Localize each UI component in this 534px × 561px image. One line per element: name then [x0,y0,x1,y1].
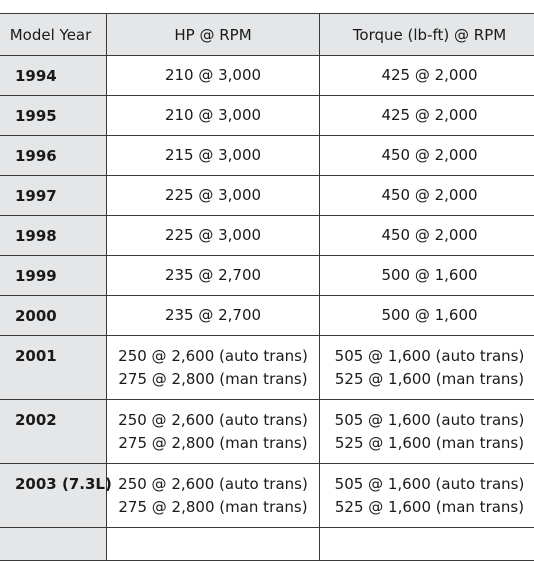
header-model-year: Model Year [0,14,107,56]
torque-rpm-cell: 505 @ 1,600 (auto trans)525 @ 1,600 (man… [320,336,534,400]
hp-rpm-cell: 210 @ 3,000 [107,96,320,136]
torque-rpm-cell: 450 @ 2,000 [320,176,534,216]
torque-value: 505 @ 1,600 (auto trans) [321,345,534,368]
torque-value: 525 @ 1,600 (man trans) [321,368,534,391]
model-year-cell: 1997 [0,176,107,216]
header-hp-rpm: HP @ RPM [107,14,320,56]
torque-value: 425 @ 2,000 [321,104,534,127]
torque-rpm-cell: 505 @ 1,600 (auto trans)525 @ 1,600 (man… [320,464,534,528]
torque-value: 525 @ 1,600 (man trans) [321,432,534,455]
specs-table-container: Model Year HP @ RPM Torque (lb-ft) @ RPM… [0,13,534,561]
hp-value: 275 @ 2,800 (man trans) [108,432,318,455]
torque-value: 450 @ 2,000 [321,184,534,207]
hp-rpm-cell: 250 @ 2,600 (auto trans)275 @ 2,800 (man… [107,400,320,464]
header-torque-rpm: Torque (lb-ft) @ RPM [320,14,534,56]
torque-value: 525 @ 1,600 (man trans) [321,496,534,519]
hp-rpm-cell: 225 @ 3,000 [107,176,320,216]
table-row-partial [0,528,534,561]
table-row: 2003 (7.3L)250 @ 2,600 (auto trans)275 @… [0,464,534,528]
empty-cell [320,528,534,561]
empty-cell [0,528,107,561]
torque-rpm-cell: 425 @ 2,000 [320,56,534,96]
torque-rpm-cell: 450 @ 2,000 [320,136,534,176]
model-year-cell: 1999 [0,256,107,296]
hp-value: 210 @ 3,000 [108,104,318,127]
torque-rpm-cell: 425 @ 2,000 [320,96,534,136]
model-year-cell: 2002 [0,400,107,464]
hp-rpm-cell: 250 @ 2,600 (auto trans)275 @ 2,800 (man… [107,464,320,528]
torque-value: 425 @ 2,000 [321,64,534,87]
hp-rpm-cell: 235 @ 2,700 [107,296,320,336]
torque-value: 505 @ 1,600 (auto trans) [321,473,534,496]
hp-value: 275 @ 2,800 (man trans) [108,496,318,519]
hp-rpm-cell: 210 @ 3,000 [107,56,320,96]
torque-value: 450 @ 2,000 [321,144,534,167]
model-year-cell: 2000 [0,296,107,336]
hp-rpm-cell: 250 @ 2,600 (auto trans)275 @ 2,800 (man… [107,336,320,400]
torque-value: 450 @ 2,000 [321,224,534,247]
hp-value: 210 @ 3,000 [108,64,318,87]
torque-rpm-cell: 500 @ 1,600 [320,296,534,336]
hp-value: 225 @ 3,000 [108,224,318,247]
hp-value: 235 @ 2,700 [108,304,318,327]
torque-value: 505 @ 1,600 (auto trans) [321,409,534,432]
model-year-cell: 2001 [0,336,107,400]
model-year-cell: 1995 [0,96,107,136]
hp-value: 225 @ 3,000 [108,184,318,207]
header-row: Model Year HP @ RPM Torque (lb-ft) @ RPM [0,14,534,56]
hp-value: 250 @ 2,600 (auto trans) [108,409,318,432]
hp-value: 250 @ 2,600 (auto trans) [108,345,318,368]
model-year-cell: 2003 (7.3L) [0,464,107,528]
torque-value: 500 @ 1,600 [321,304,534,327]
torque-rpm-cell: 505 @ 1,600 (auto trans)525 @ 1,600 (man… [320,400,534,464]
hp-value: 215 @ 3,000 [108,144,318,167]
torque-rpm-cell: 500 @ 1,600 [320,256,534,296]
hp-value: 275 @ 2,800 (man trans) [108,368,318,391]
hp-rpm-cell: 225 @ 3,000 [107,216,320,256]
empty-cell [107,528,320,561]
hp-rpm-cell: 215 @ 3,000 [107,136,320,176]
torque-value: 500 @ 1,600 [321,264,534,287]
engine-specs-table: Model Year HP @ RPM Torque (lb-ft) @ RPM… [0,13,534,561]
hp-value: 235 @ 2,700 [108,264,318,287]
torque-rpm-cell: 450 @ 2,000 [320,216,534,256]
hp-rpm-cell: 235 @ 2,700 [107,256,320,296]
model-year-cell: 1996 [0,136,107,176]
model-year-cell: 1998 [0,216,107,256]
hp-value: 250 @ 2,600 (auto trans) [108,473,318,496]
model-year-cell: 1994 [0,56,107,96]
